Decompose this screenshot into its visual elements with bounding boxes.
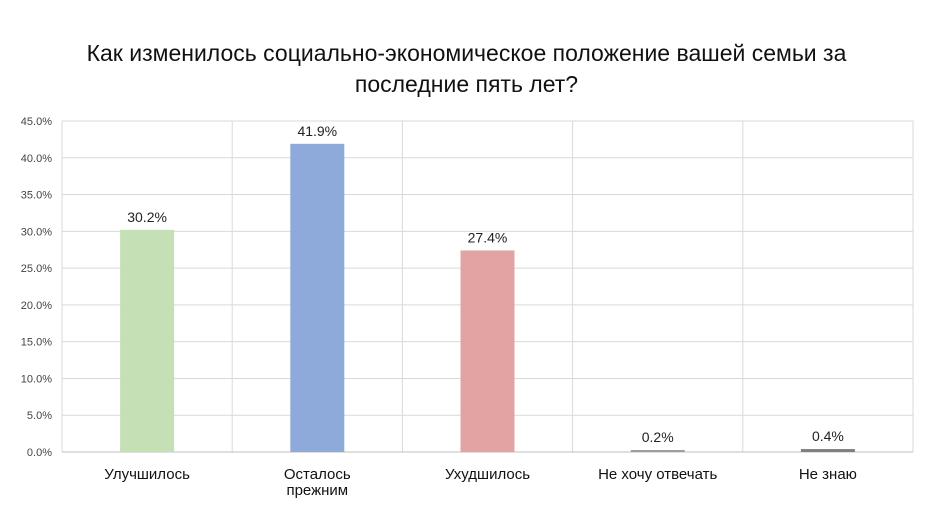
bars xyxy=(120,143,855,452)
data-label: 41.9% xyxy=(297,123,337,139)
x-tick-label: Осталось прежним xyxy=(283,466,351,499)
y-tick-label: 15.0% xyxy=(21,337,52,349)
x-tick-label: Не знаю xyxy=(798,466,857,483)
bar xyxy=(120,229,175,452)
x-tick-label: Улучшилось xyxy=(104,466,190,483)
y-tick-label: 30.0% xyxy=(21,226,52,238)
y-tick-label: 45.0% xyxy=(21,116,52,128)
chart-title-line-1: Как изменилось социально-экономическое п… xyxy=(86,40,847,66)
y-tick-label: 35.0% xyxy=(21,190,52,202)
y-tick-label: 20.0% xyxy=(21,300,52,312)
y-tick-label: 0.0% xyxy=(27,447,52,459)
bar xyxy=(630,450,685,452)
data-label: 0.4% xyxy=(812,428,844,444)
x-tick-label: Ухудшилось xyxy=(444,466,531,483)
chart-title-line-2: последние пять лет? xyxy=(354,71,579,97)
chart-title: Как изменилось социально-экономическое п… xyxy=(0,38,933,100)
data-label: 0.2% xyxy=(642,429,674,445)
x-tick-label: Не хочу отвечать xyxy=(598,466,718,483)
bar xyxy=(460,250,515,452)
data-labels: 30.2% 41.9% 27.4% 0.2% 0.4% xyxy=(127,123,844,445)
y-axis: 0.0% 5.0% 10.0% 15.0% 20.0% 25.0% 30.0% 35.0% 40… xyxy=(21,116,52,459)
bar xyxy=(290,143,345,452)
data-label: 30.2% xyxy=(127,209,167,225)
y-tick-label: 10.0% xyxy=(21,373,52,385)
bar xyxy=(800,449,855,452)
y-tick-label: 5.0% xyxy=(27,410,52,422)
y-tick-label: 40.0% xyxy=(21,153,52,165)
data-label: 27.4% xyxy=(468,229,508,245)
gridlines xyxy=(61,120,914,453)
y-tick-label: 25.0% xyxy=(21,263,52,275)
